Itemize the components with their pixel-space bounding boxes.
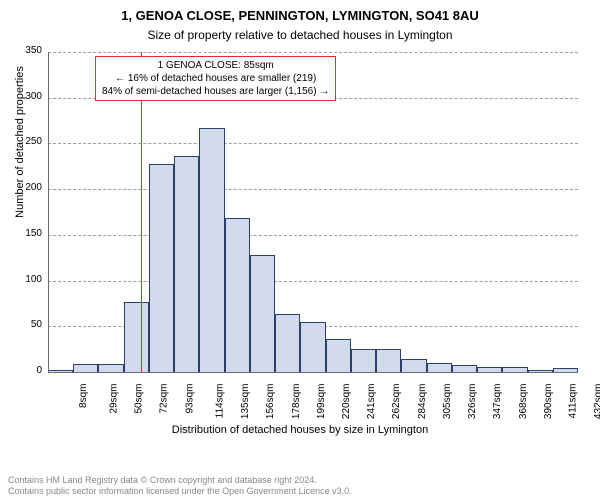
histogram-bar (225, 218, 250, 372)
x-tick-label: 262sqm (392, 384, 403, 420)
histogram-bar (199, 128, 224, 372)
y-tick-label: 300 (0, 91, 42, 102)
gridline (48, 52, 578, 53)
histogram-bar (326, 339, 351, 372)
histogram-bar (98, 364, 123, 372)
gridline (48, 189, 578, 190)
y-axis-line (48, 52, 49, 372)
footer-line-2: Contains public sector information licen… (8, 486, 352, 497)
x-tick-label: 199sqm (316, 384, 327, 420)
x-tick-label: 241sqm (366, 384, 377, 420)
histogram-bar (174, 156, 199, 372)
chart-subtitle: Size of property relative to detached ho… (0, 28, 600, 42)
x-tick-label: 156sqm (265, 384, 276, 420)
y-tick-label: 200 (0, 182, 42, 193)
x-tick-label: 135sqm (240, 384, 251, 420)
y-tick-label: 50 (0, 319, 42, 330)
x-tick-label: 8sqm (78, 384, 89, 408)
histogram-bar (275, 314, 300, 372)
gridline (48, 143, 578, 144)
histogram-bar (124, 302, 149, 372)
callout-line-3: 84% of semi-detached houses are larger (… (102, 85, 329, 98)
gridline (48, 281, 578, 282)
x-tick-label: 178sqm (291, 384, 302, 420)
x-tick-label: 326sqm (467, 384, 478, 420)
histogram-bar (351, 349, 376, 372)
x-tick-label: 50sqm (134, 384, 145, 414)
callout-line-1: 1 GENOA CLOSE: 85sqm (102, 59, 329, 72)
x-tick-label: 432sqm (593, 384, 600, 420)
histogram-bar (300, 322, 325, 372)
x-tick-label: 411sqm (567, 384, 578, 419)
histogram-bar (73, 364, 98, 372)
footer-line-1: Contains HM Land Registry data © Crown c… (8, 475, 352, 486)
x-tick-label: 347sqm (493, 384, 504, 420)
x-tick-label: 72sqm (159, 384, 170, 414)
y-tick-label: 100 (0, 274, 42, 285)
chart-title: 1, GENOA CLOSE, PENNINGTON, LYMINGTON, S… (0, 8, 600, 23)
footer-text: Contains HM Land Registry data © Crown c… (8, 475, 352, 498)
x-axis-label: Distribution of detached houses by size … (0, 424, 600, 436)
y-tick-label: 150 (0, 228, 42, 239)
x-tick-label: 220sqm (341, 384, 352, 420)
x-tick-label: 368sqm (518, 384, 529, 420)
x-tick-label: 305sqm (442, 384, 453, 420)
x-axis-line (48, 372, 578, 373)
gridline (48, 235, 578, 236)
histogram-bar (452, 365, 477, 372)
callout-box: 1 GENOA CLOSE: 85sqm ← 16% of detached h… (95, 56, 336, 101)
y-tick-label: 350 (0, 45, 42, 56)
histogram-bar (427, 363, 452, 372)
histogram-bar (250, 255, 275, 372)
x-tick-label: 284sqm (417, 384, 428, 420)
histogram-bar (149, 164, 174, 372)
histogram-chart: 1, GENOA CLOSE, PENNINGTON, LYMINGTON, S… (0, 0, 600, 500)
x-tick-label: 390sqm (543, 384, 554, 420)
histogram-bar (376, 349, 401, 372)
histogram-bar (401, 359, 426, 372)
x-tick-label: 29sqm (108, 384, 119, 414)
x-tick-label: 114sqm (214, 384, 225, 419)
y-tick-label: 0 (0, 365, 42, 376)
y-tick-label: 250 (0, 136, 42, 147)
callout-line-2: ← 16% of detached houses are smaller (21… (102, 72, 329, 85)
x-tick-label: 93sqm (184, 384, 195, 414)
